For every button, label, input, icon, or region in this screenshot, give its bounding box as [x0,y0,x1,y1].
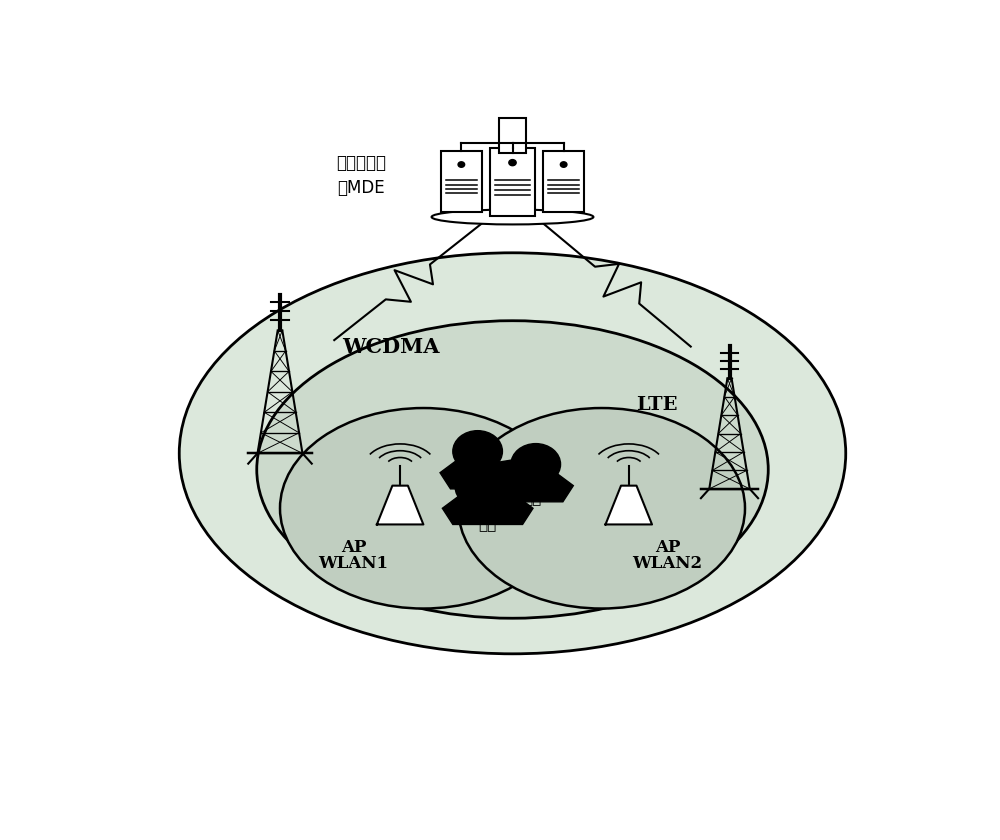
Circle shape [560,162,567,167]
Text: 匹配决策引
擎MDE: 匹配决策引 擎MDE [336,154,386,197]
Ellipse shape [280,408,567,608]
Circle shape [455,466,505,507]
Circle shape [453,431,502,472]
Ellipse shape [179,253,846,654]
Ellipse shape [432,209,593,224]
Circle shape [458,162,465,167]
Ellipse shape [257,321,768,618]
FancyBboxPatch shape [441,151,482,213]
Circle shape [509,160,516,165]
Polygon shape [377,486,423,524]
Text: 用户: 用户 [523,491,541,506]
Polygon shape [483,473,573,501]
Text: WLAN2: WLAN2 [632,554,703,572]
Text: 用户: 用户 [479,517,497,532]
FancyBboxPatch shape [490,148,535,216]
Polygon shape [440,459,531,489]
Text: AP: AP [341,538,366,555]
Text: WLAN1: WLAN1 [319,554,389,572]
Text: 用户: 用户 [480,472,498,486]
Polygon shape [442,496,533,524]
FancyBboxPatch shape [499,118,526,153]
Polygon shape [606,486,652,524]
FancyBboxPatch shape [543,151,584,213]
Ellipse shape [458,408,745,608]
Text: AP: AP [655,538,680,555]
Text: LTE: LTE [637,396,678,414]
Text: WCDMA: WCDMA [342,337,440,357]
Circle shape [511,444,561,485]
